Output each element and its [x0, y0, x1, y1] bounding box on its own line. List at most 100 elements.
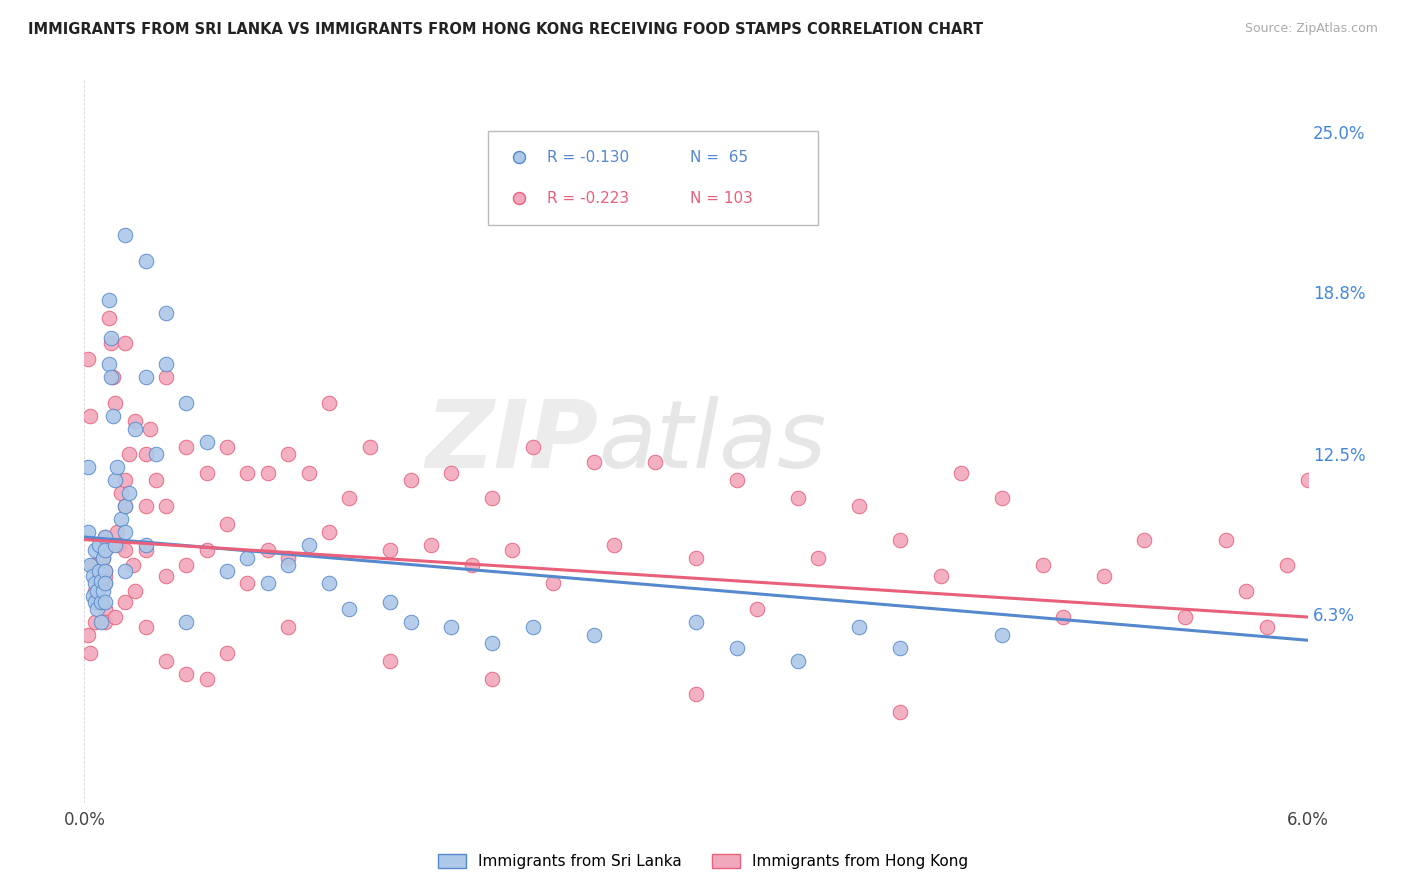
Point [1236, 584, 1258, 599]
Point [236, 576, 259, 591]
Point [91, 584, 114, 599]
Point [114, 524, 136, 539]
Point [195, 466, 218, 480]
Point [522, 440, 544, 454]
Point [217, 564, 239, 578]
Point [848, 620, 870, 634]
Point [543, 576, 565, 591]
Point [91, 550, 114, 565]
Point [135, 254, 157, 268]
Point [318, 396, 340, 410]
Point [787, 491, 810, 506]
Text: R = -0.223: R = -0.223 [547, 191, 628, 206]
Legend: Immigrants from Sri Lanka, Immigrants from Hong Kong: Immigrants from Sri Lanka, Immigrants fr… [432, 848, 974, 875]
Point [195, 434, 218, 449]
Point [195, 542, 218, 557]
Point [138, 422, 160, 436]
Point [122, 558, 145, 573]
Point [318, 524, 340, 539]
Point [787, 654, 810, 668]
Point [114, 499, 136, 513]
Point [889, 706, 911, 720]
Point [118, 486, 141, 500]
Point [1092, 568, 1115, 582]
Point [502, 542, 524, 557]
Text: ZIP: ZIP [425, 395, 598, 488]
Point [135, 499, 157, 513]
Point [440, 466, 463, 480]
Point [101, 370, 124, 384]
Point [79, 409, 101, 423]
Point [155, 499, 177, 513]
Point [114, 542, 136, 557]
Point [889, 533, 911, 547]
Point [685, 615, 707, 630]
Point [195, 672, 218, 686]
Point [135, 538, 157, 552]
Point [725, 640, 748, 655]
Point [461, 558, 484, 573]
Point [399, 473, 422, 487]
Point [217, 440, 239, 454]
Point [257, 542, 280, 557]
Point [1215, 533, 1237, 547]
Point [277, 447, 299, 461]
Point [124, 422, 146, 436]
Point [583, 628, 606, 642]
Point [90, 574, 112, 588]
Point [155, 305, 177, 319]
Point [155, 568, 177, 582]
Point [298, 538, 321, 552]
Point [118, 447, 141, 461]
Point [83, 594, 105, 608]
Point [114, 499, 136, 513]
Point [135, 370, 157, 384]
Point [481, 491, 503, 506]
Point [380, 542, 402, 557]
Point [1052, 610, 1074, 624]
Text: IMMIGRANTS FROM SRI LANKA VS IMMIGRANTS FROM HONG KONG RECEIVING FOOD STAMPS COR: IMMIGRANTS FROM SRI LANKA VS IMMIGRANTS … [28, 22, 983, 37]
Point [603, 538, 626, 552]
Point [90, 594, 112, 608]
Point [77, 460, 100, 475]
Point [685, 550, 707, 565]
Point [104, 396, 127, 410]
Point [1256, 620, 1278, 634]
Point [522, 620, 544, 634]
Point [848, 499, 870, 513]
Point [124, 414, 146, 428]
Point [114, 564, 136, 578]
Point [82, 558, 104, 573]
Point [176, 666, 198, 681]
Text: N =  65: N = 65 [690, 150, 748, 165]
Point [155, 357, 177, 371]
Text: atlas: atlas [598, 396, 827, 487]
Point [124, 584, 146, 599]
Point [1133, 533, 1156, 547]
Point [889, 640, 911, 655]
Text: R = -0.130: R = -0.130 [547, 150, 628, 165]
Point [135, 447, 157, 461]
Point [114, 473, 136, 487]
Point [77, 524, 100, 539]
Point [991, 628, 1014, 642]
Point [93, 576, 117, 591]
Point [82, 568, 104, 582]
Point [93, 594, 117, 608]
Point [807, 550, 830, 565]
Point [257, 576, 280, 591]
Point [108, 538, 131, 552]
Point [145, 473, 167, 487]
Point [97, 293, 120, 307]
Point [86, 602, 108, 616]
Point [135, 542, 157, 557]
Point [277, 558, 299, 573]
Point [86, 584, 108, 599]
Point [90, 615, 112, 630]
Point [110, 486, 132, 500]
Point [114, 336, 136, 351]
Point [104, 610, 127, 624]
FancyBboxPatch shape [488, 131, 818, 225]
Point [93, 602, 117, 616]
Point [155, 370, 177, 384]
